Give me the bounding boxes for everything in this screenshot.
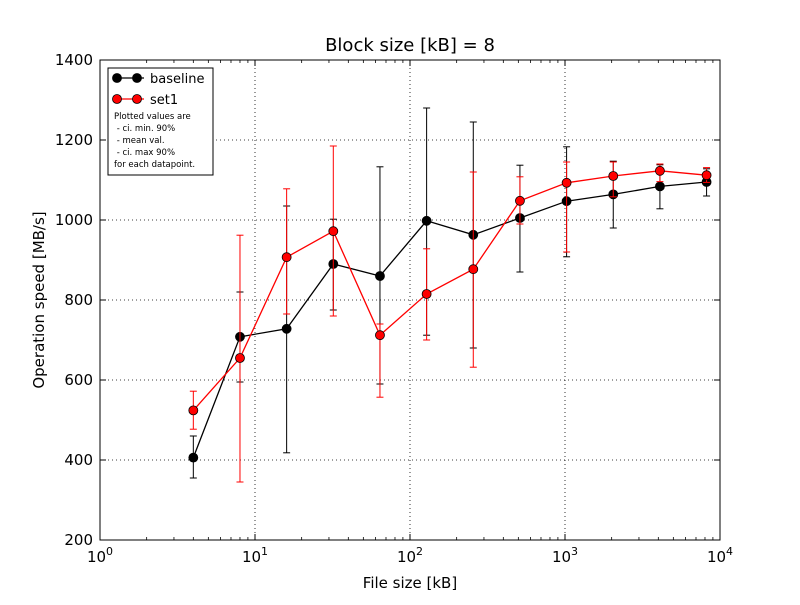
legend-marker-set1 — [132, 94, 142, 104]
data-point-set1 — [701, 170, 712, 181]
y-tick-label: 1200 — [55, 131, 93, 149]
legend-note-line: - mean val. — [114, 136, 165, 146]
data-point-set1 — [515, 195, 525, 206]
data-point-baseline — [281, 323, 292, 334]
data-point-baseline — [655, 181, 665, 192]
data-point-set1 — [281, 252, 292, 263]
data-point-set1 — [468, 264, 479, 275]
y-tick-label: 1400 — [55, 51, 93, 69]
axis-ticks: 100 101 102 103 104 200 400 600 800 1000 1200 1400 — [55, 51, 733, 566]
legend-entry-set1: set1 — [112, 93, 178, 108]
data-point-set1 — [328, 226, 339, 237]
legend-note-line: for each datapoint. — [114, 160, 195, 170]
x-tick-label: 104 — [707, 545, 733, 566]
y-tick-label: 600 — [64, 371, 93, 389]
data-point-set1 — [188, 405, 199, 416]
legend-label-baseline: baseline — [150, 72, 204, 87]
x-tick-label: 100 — [87, 545, 113, 566]
data-point-baseline — [375, 271, 385, 281]
legend-marker-baseline — [132, 73, 142, 83]
series-layer — [188, 107, 712, 483]
series-line-set1 — [192, 170, 707, 411]
x-tick-label: 101 — [242, 545, 268, 566]
data-point-set1 — [235, 353, 245, 363]
legend-note-line: Plotted values are — [114, 112, 191, 122]
legend-note-line: - ci. min. 90% — [114, 124, 175, 134]
legend: baseline set1 Plotted values are - ci. m… — [107, 67, 214, 176]
chart-title: Block size [kB] = 8 — [325, 35, 495, 56]
data-point-set1 — [421, 289, 432, 299]
grid-lines — [100, 60, 720, 540]
legend-marker-set1 — [112, 94, 122, 104]
legend-entry-baseline: baseline — [112, 72, 204, 87]
data-point-set1 — [561, 177, 572, 188]
legend-marker-baseline — [112, 73, 122, 83]
data-point-set1 — [375, 330, 385, 341]
legend-box — [107, 67, 214, 176]
series-line-baseline — [192, 181, 707, 458]
y-tick-label: 1000 — [55, 211, 93, 229]
y-tick-label: 800 — [64, 291, 93, 309]
x-axis-label: File size [kB] — [363, 574, 457, 592]
data-point-baseline — [188, 452, 199, 463]
y-tick-label: 400 — [64, 451, 93, 469]
data-point-set1 — [655, 165, 665, 176]
y-axis-label: Operation speed [MB/s] — [30, 211, 48, 388]
data-point-set1 — [608, 171, 619, 181]
legend-note-line: - ci. max 90% — [114, 148, 175, 158]
x-tick-label: 102 — [397, 545, 423, 566]
x-tick-label: 103 — [552, 545, 578, 566]
legend-label-set1: set1 — [150, 93, 178, 108]
legend-note: Plotted values are - ci. min. 90% - mean… — [114, 112, 195, 170]
data-point-baseline — [421, 215, 432, 226]
y-tick-label: 200 — [64, 531, 93, 549]
series-set1 — [188, 145, 712, 483]
